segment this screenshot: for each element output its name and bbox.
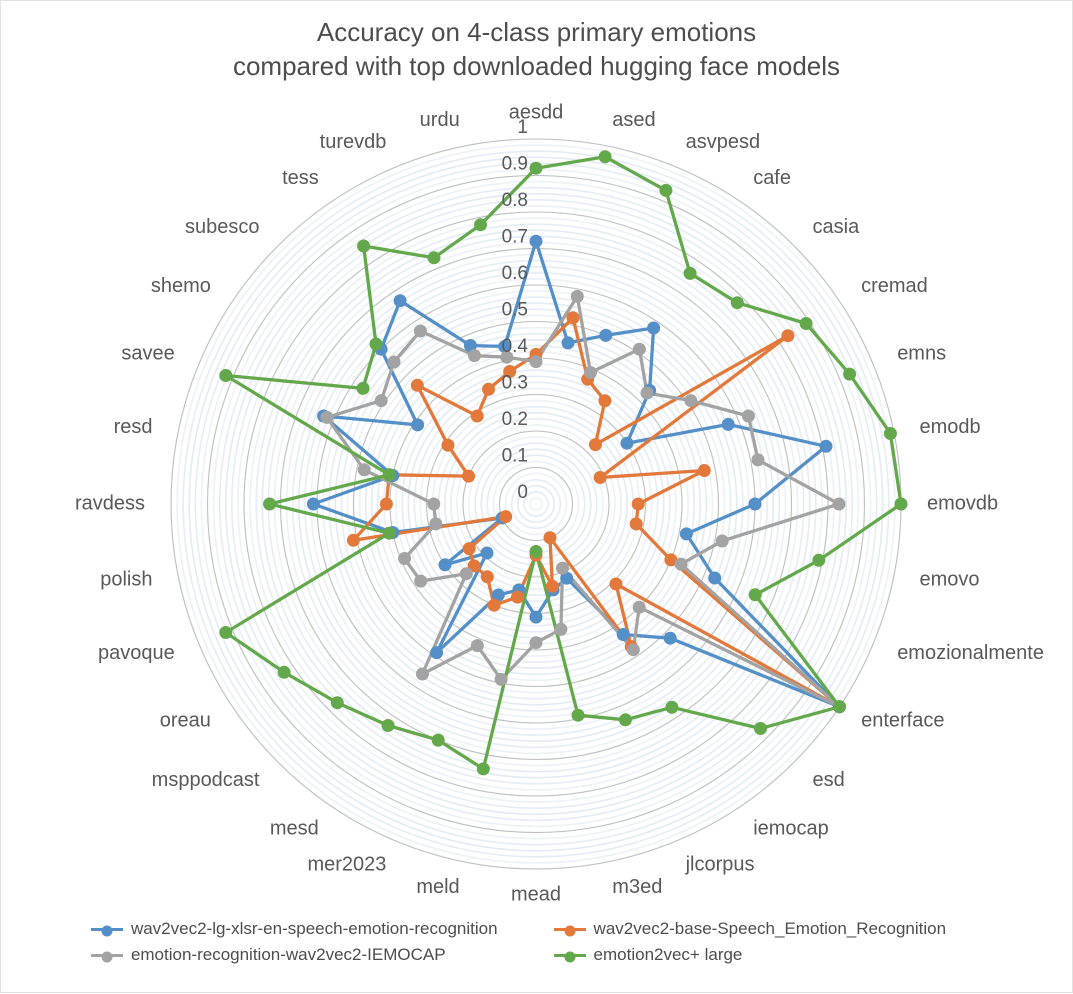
svg-text:tess: tess: [282, 167, 319, 189]
svg-text:iemocap: iemocap: [753, 817, 829, 839]
svg-text:emozionalmente: emozionalmente: [897, 642, 1044, 664]
svg-text:aesdd: aesdd: [509, 101, 564, 123]
svg-text:meld: meld: [416, 876, 459, 898]
svg-text:0.9: 0.9: [502, 154, 528, 175]
svg-text:oreau: oreau: [160, 709, 211, 731]
svg-text:mesd: mesd: [270, 817, 319, 839]
svg-text:asvpesd: asvpesd: [686, 131, 761, 153]
svg-text:jlcorpus: jlcorpus: [685, 853, 755, 875]
svg-text:shemo: shemo: [151, 275, 211, 297]
svg-text:cremad: cremad: [861, 275, 928, 297]
svg-text:emodb: emodb: [920, 416, 981, 438]
svg-text:cafe: cafe: [753, 167, 791, 189]
svg-text:ravdess: ravdess: [75, 492, 145, 514]
svg-text:polish: polish: [100, 569, 152, 591]
svg-text:resd: resd: [114, 416, 153, 438]
svg-text:0: 0: [517, 482, 528, 503]
svg-text:pavoque: pavoque: [98, 642, 175, 664]
svg-text:ased: ased: [612, 109, 655, 131]
svg-text:subesco: subesco: [185, 216, 260, 238]
svg-text:turevdb: turevdb: [320, 131, 387, 153]
svg-text:0.8: 0.8: [502, 190, 528, 211]
svg-text:0.1: 0.1: [502, 446, 528, 467]
svg-text:0.6: 0.6: [502, 263, 528, 284]
svg-text:mer2023: mer2023: [307, 853, 386, 875]
svg-text:emovdb: emovdb: [927, 492, 998, 514]
svg-text:emovo: emovo: [920, 569, 980, 591]
svg-text:enterface: enterface: [861, 709, 944, 731]
svg-text:emns: emns: [897, 343, 946, 365]
svg-text:urdu: urdu: [420, 109, 460, 131]
svg-text:msppodcast: msppodcast: [152, 769, 260, 791]
svg-text:0.5: 0.5: [502, 300, 528, 321]
svg-text:casia: casia: [813, 216, 861, 238]
svg-text:savee: savee: [121, 343, 174, 365]
svg-text:0.2: 0.2: [502, 409, 528, 430]
svg-text:0.4: 0.4: [502, 336, 529, 357]
svg-text:0.3: 0.3: [502, 373, 528, 394]
svg-text:m3ed: m3ed: [612, 876, 662, 898]
svg-text:esd: esd: [813, 769, 845, 791]
svg-text:mead: mead: [511, 883, 561, 905]
svg-text:0.7: 0.7: [502, 227, 528, 248]
